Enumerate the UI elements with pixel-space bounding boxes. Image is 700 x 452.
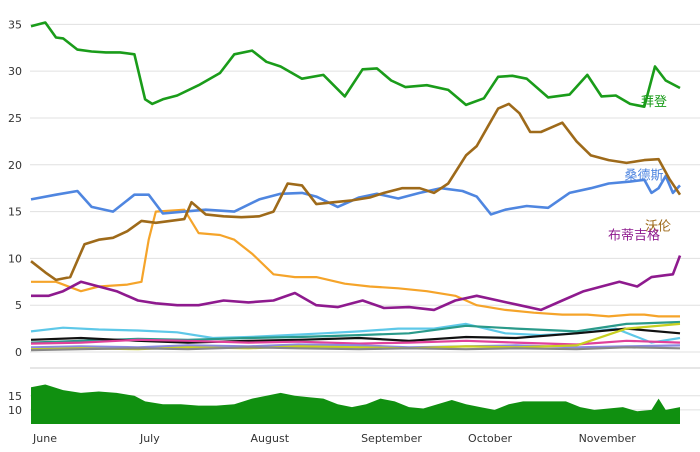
- x-tick-label: July: [139, 432, 160, 445]
- sub-y-tick-label: 15: [8, 390, 22, 403]
- x-tick-label: August: [251, 432, 290, 445]
- main-y-tick-label: 10: [8, 252, 22, 265]
- x-tick-label: November: [579, 432, 637, 445]
- main-y-tick-label: 0: [15, 346, 22, 359]
- main-series-lines: [30, 21, 682, 352]
- main-y-tick-label: 35: [8, 18, 22, 31]
- sub-y-tick-label: 10: [8, 404, 22, 417]
- main-gridlines: [30, 23, 700, 353]
- x-tick-labels: June July August September October November: [32, 432, 636, 445]
- series-line-3: [31, 255, 682, 312]
- series-label-3: 布蒂吉格: [608, 228, 660, 244]
- main-y-tick-label: 15: [8, 206, 22, 219]
- main-y-tick-label: 5: [15, 299, 22, 312]
- series-label-1: 桑德斯: [624, 168, 663, 183]
- x-tick-label: October: [468, 432, 512, 445]
- series-line-1: [30, 174, 681, 216]
- series-line-0: [30, 21, 681, 108]
- sub-area-fill: [31, 384, 680, 424]
- sub-area-chart: [31, 384, 680, 424]
- x-tick-label: June: [32, 432, 57, 445]
- main-y-tick-label: 25: [8, 112, 22, 125]
- main-y-tick-labels: 0 5 10 15 20 25 30 35: [8, 18, 22, 359]
- x-tick-label: September: [361, 432, 422, 445]
- series-line-4: [31, 208, 680, 318]
- series-line-2: [30, 102, 682, 282]
- series-label-0: 拜登: [641, 95, 667, 110]
- series-line-11: [30, 346, 681, 352]
- main-y-tick-label: 30: [8, 65, 22, 78]
- series-label-2: 沃伦: [645, 220, 671, 235]
- main-y-tick-label: 20: [8, 159, 22, 172]
